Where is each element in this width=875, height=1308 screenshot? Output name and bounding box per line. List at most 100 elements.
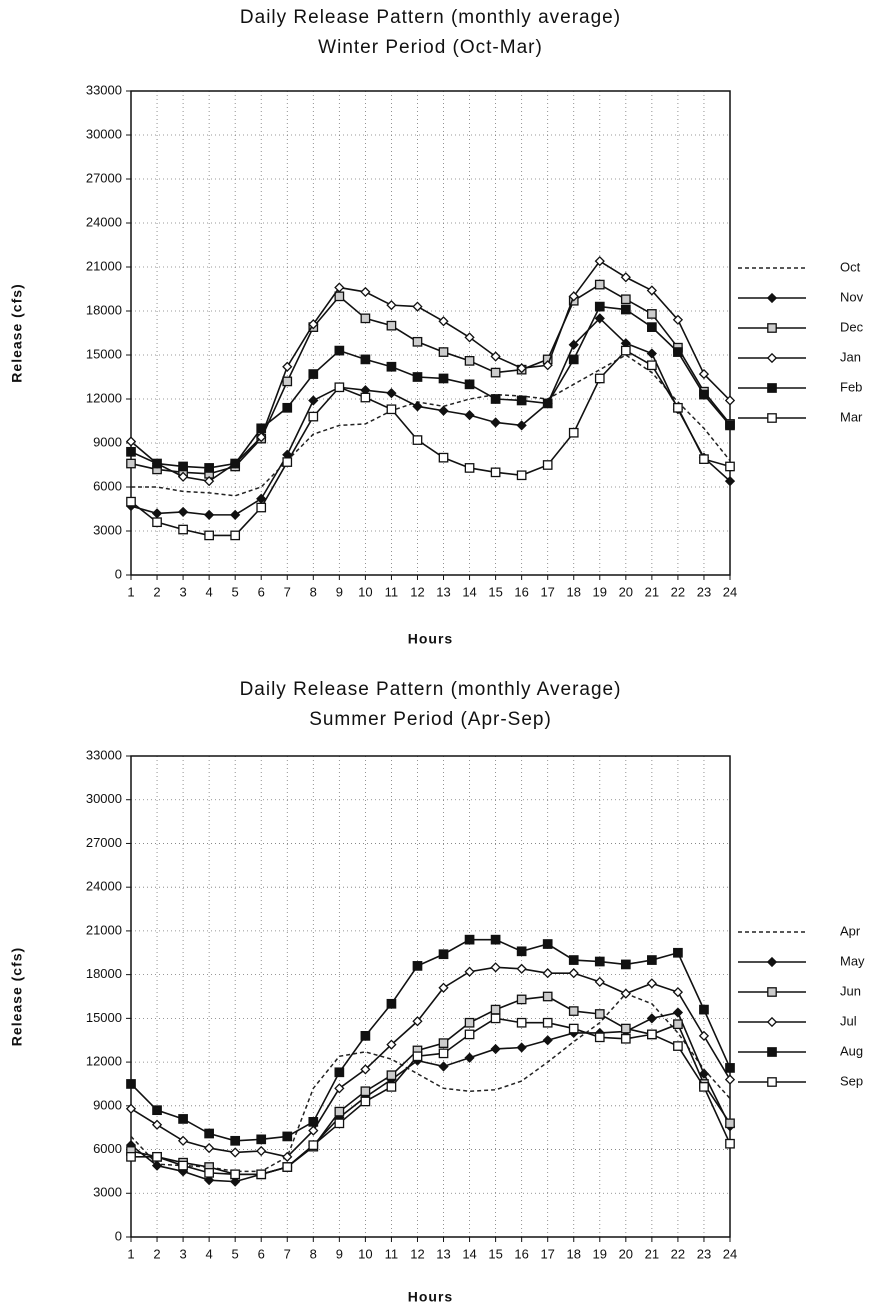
x-tick-label: 24 (723, 1246, 737, 1261)
y-tick-label: 12000 (86, 390, 122, 405)
marker (673, 1041, 683, 1051)
series-line (130, 992, 731, 1173)
x-tick-label: 11 (385, 584, 399, 599)
marker (542, 360, 553, 371)
series (126, 345, 735, 541)
marker (464, 1052, 475, 1063)
y-tick-label: 18000 (86, 302, 122, 317)
marker (412, 435, 423, 445)
x-tick-label: 7 (284, 584, 291, 599)
y-tick-label: 24000 (86, 214, 122, 229)
series-line (131, 354, 731, 497)
marker (386, 1039, 397, 1050)
x-tick-label: 4 (206, 1246, 213, 1261)
marker (152, 1105, 162, 1116)
marker (152, 517, 162, 528)
marker (412, 961, 423, 971)
marker (126, 496, 136, 507)
marker (334, 1118, 345, 1129)
marker (360, 313, 371, 324)
marker (282, 1151, 293, 1162)
marker (438, 1061, 449, 1072)
y-tick-label: 30000 (86, 791, 122, 806)
marker (699, 389, 709, 400)
marker (151, 1119, 163, 1130)
marker (699, 454, 709, 464)
x-tick-label: 2 (153, 584, 160, 599)
x-tick-label: 23 (697, 584, 711, 599)
series (126, 1013, 735, 1180)
marker (126, 1079, 136, 1089)
marker (766, 292, 778, 304)
marker (412, 401, 423, 412)
y-tick-label: 15000 (86, 346, 122, 361)
marker (542, 939, 553, 949)
marker (766, 1016, 778, 1028)
series-line (131, 1017, 731, 1176)
x-tick-label: 5 (232, 584, 239, 599)
marker (672, 1007, 684, 1018)
series (131, 354, 731, 497)
marker (178, 524, 188, 535)
legend-label: Apr (840, 923, 861, 938)
x-tick-label: 14 (462, 584, 476, 599)
marker (334, 345, 345, 356)
marker (490, 417, 501, 428)
marker (725, 1138, 735, 1149)
series-line (130, 966, 731, 1158)
marker (490, 467, 501, 478)
x-tick-label: 1 (127, 584, 134, 599)
marker (568, 339, 579, 350)
legend-label: Feb (840, 379, 862, 394)
marker (126, 1151, 136, 1162)
x-tick-label: 19 (593, 1246, 607, 1261)
marker (542, 1035, 553, 1046)
marker (438, 982, 449, 993)
marker (151, 1160, 163, 1171)
marker (386, 404, 397, 415)
series (125, 962, 736, 1162)
marker (568, 955, 579, 965)
marker (766, 956, 778, 968)
marker (464, 332, 475, 343)
marker (594, 1032, 605, 1043)
marker (568, 354, 579, 365)
marker (767, 323, 777, 333)
x-tick-label: 13 (436, 584, 450, 599)
marker (516, 470, 527, 481)
marker (516, 1017, 527, 1028)
x-tick-label: 11 (385, 1246, 399, 1261)
marker (204, 463, 214, 473)
marker (230, 1147, 241, 1158)
marker (620, 959, 631, 970)
marker (673, 1019, 683, 1030)
marker (516, 963, 527, 974)
marker (386, 1070, 397, 1081)
marker (438, 452, 449, 463)
marker (647, 309, 657, 319)
marker (620, 1023, 631, 1034)
marker (360, 1064, 371, 1075)
marker (620, 1033, 631, 1044)
marker (594, 1009, 605, 1019)
marker (464, 934, 475, 945)
y-tick-label: 12000 (86, 1054, 122, 1069)
marker (230, 458, 241, 469)
series (126, 991, 735, 1180)
y-tick-label: 18000 (86, 966, 122, 981)
x-tick-label: 10 (358, 584, 372, 599)
legend-label: Sep (840, 1073, 863, 1088)
legend-label: Mar (840, 409, 863, 424)
marker (177, 506, 189, 518)
plot-frame (130, 90, 731, 576)
marker (282, 361, 293, 372)
marker (490, 351, 501, 362)
marker (620, 988, 631, 999)
marker (230, 509, 241, 520)
series-line (130, 995, 731, 1176)
marker (516, 363, 527, 374)
marker (766, 352, 778, 364)
marker (438, 949, 449, 960)
marker (620, 345, 631, 356)
x-axis-label: Hours (408, 631, 453, 647)
